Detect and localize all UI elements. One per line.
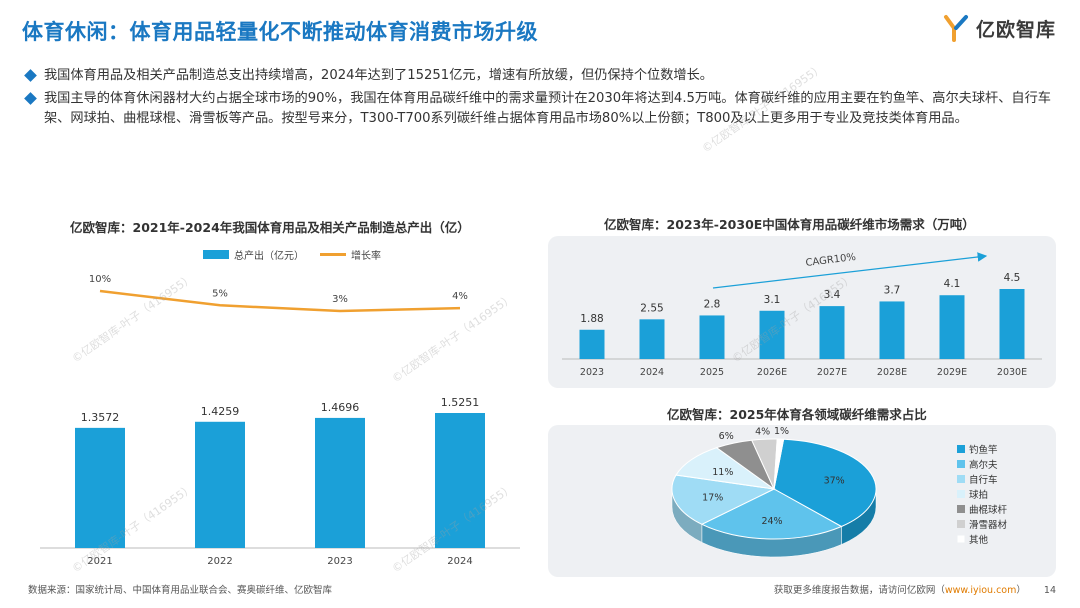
- chart3-pie-slice-其他: [773, 438, 785, 490]
- chart3-legend-swatch: [957, 460, 965, 468]
- bullet-item: 我国主导的体育休闲器材大约占据全球市场的90%，我国在体育用品碳纤维中的需求量预…: [24, 89, 1056, 129]
- chart3-legend-label: 曲棍球杆: [969, 504, 1008, 516]
- chart3-legend-label: 滑雪器材: [969, 519, 1008, 531]
- chart2-title: 亿欧智库：2023年-2030E中国体育用品碳纤维市场需求（万吨）: [604, 217, 975, 232]
- chart2-bar-label: 3.7: [884, 284, 901, 296]
- chart2-cagr-arrow: [712, 252, 988, 289]
- chart3-pie-slice-自行车: [671, 474, 776, 525]
- chart1-title: 亿欧智库：2021年-2024年我国体育用品及相关产品制造总产出（亿）: [70, 220, 470, 235]
- chart3-legend-label: 其他: [969, 534, 989, 546]
- page-title: 体育休闲：体育用品轻量化不断推动体育消费市场升级: [22, 20, 538, 44]
- chart1-legend: 总产出（亿元） 增长率: [203, 249, 381, 262]
- chart1-bar: [195, 421, 245, 548]
- chart3-slice-label: 24%: [761, 516, 782, 527]
- chart3-legend-label: 自行车: [969, 474, 998, 486]
- bullet-list: 我国体育用品及相关产品制造总支出持续增高，2024年达到了15251亿元，增速有…: [24, 66, 1056, 132]
- chart1-bar: [435, 413, 485, 548]
- chart3-legend-label: 钓鱼竿: [969, 444, 998, 456]
- yiou-logo-icon: [943, 15, 968, 42]
- chart2-x-tick: 2023: [580, 367, 604, 378]
- chart1-growth-label: 4%: [452, 291, 468, 302]
- footer-more: 获取更多维度报告数据，请访问亿欧网（www.iyiou.com） 14: [774, 582, 1056, 596]
- chart2-bar-label: 3.1: [764, 294, 781, 306]
- chart3-legend-swatch: [957, 445, 965, 453]
- chart1-bar-label: 1.5251: [441, 396, 480, 409]
- chart2-carbon-fiber-demand: 1.88 2023 2.55 2024 2.8 2025 3.1 2026E 3.4 2027E 3…: [562, 252, 1042, 378]
- chart3-legend-swatch: [957, 520, 965, 528]
- chart2-bar-label: 3.4: [824, 289, 841, 301]
- chart2-bar: [699, 315, 725, 359]
- chart1-x-tick: 2024: [447, 556, 472, 567]
- legend-label-growth: 增长率: [351, 249, 381, 262]
- chart2-x-tick: 2030E: [997, 367, 1027, 378]
- legend-label-output: 总产出（亿元）: [234, 249, 304, 262]
- chart2-bar: [639, 319, 665, 359]
- bullet-text: 我国体育用品及相关产品制造总支出持续增高，2024年达到了15251亿元，增速有…: [44, 68, 713, 83]
- chart3-legend-swatch: [957, 490, 965, 498]
- chart2-bar: [579, 329, 605, 359]
- chart1-bar-label: 1.4259: [201, 405, 240, 418]
- chart1-x-tick: 2021: [87, 556, 112, 567]
- chart2-cagr-label: CAGR10%: [805, 252, 857, 269]
- chart3-legend-swatch: [957, 475, 965, 483]
- chart2-x-tick: 2027E: [817, 367, 847, 378]
- chart1-bar-label: 1.4696: [321, 401, 360, 414]
- bullet-text: 我国主导的体育休闲器材大约占据全球市场的90%，我国在体育用品碳纤维中的需求量预…: [44, 91, 1051, 126]
- chart3-legend-label: 高尔夫: [969, 459, 998, 471]
- chart3-slice-label: 11%: [712, 467, 733, 478]
- footer-more-end: ）: [1016, 585, 1026, 596]
- chart2-bar-label: 2.8: [704, 298, 721, 310]
- chart3-slice-label: 37%: [824, 475, 845, 486]
- chart1-bar: [315, 417, 365, 548]
- chart3-pie-slice-高尔夫: [700, 488, 843, 540]
- chart3-pie-tops: [671, 438, 877, 540]
- diamond-bullet-icon: [24, 69, 37, 82]
- chart2-x-tick: 2026E: [757, 367, 787, 378]
- chart1-bar: [75, 427, 125, 548]
- chart2-panel: [548, 236, 1056, 388]
- chart1-x-tick: 2023: [327, 556, 352, 567]
- chart2-x-tick: 2025: [700, 367, 724, 378]
- chart3-slice-label: 4%: [755, 426, 770, 437]
- chart3-legend-label: 球拍: [969, 489, 988, 501]
- diamond-bullet-icon: [24, 92, 37, 105]
- chart2-x-tick: 2028E: [877, 367, 907, 378]
- chart3-title: 亿欧智库：2025年体育各领域碳纤维需求占比: [667, 407, 927, 422]
- chart3-slice-label: 1%: [774, 426, 789, 437]
- chart2-x-tick: 2029E: [937, 367, 967, 378]
- logo: 亿欧智库: [942, 14, 1056, 42]
- chart3-slice-label: 17%: [702, 493, 723, 504]
- chart1-growth-label: 3%: [332, 294, 348, 305]
- footer-link[interactable]: www.iyiou.com: [944, 585, 1017, 596]
- footer-more-text: 获取更多维度报告数据，请访问亿欧网（: [773, 585, 945, 596]
- chart3-legend-swatch: [957, 505, 965, 513]
- chart2-bar: [999, 289, 1025, 359]
- chart2-bar: [819, 306, 845, 359]
- chart1-output-growth: 总产出（亿元） 增长率 1.3572 2021 1.4259 2022 1.4696 2023…: [40, 249, 520, 567]
- chart3-slice-label: 6%: [719, 431, 734, 442]
- data-source: 数据来源：国家统计局、中国体育用品业联合会、赛奥碳纤维、亿欧智库: [28, 585, 333, 596]
- chart1-growth-line: [99, 289, 461, 313]
- logo-text: 亿欧智库: [975, 18, 1056, 41]
- chart1-x-tick: 2022: [207, 556, 232, 567]
- chart1-growth-label: 10%: [89, 274, 111, 285]
- chart2-bar-label: 2.55: [640, 302, 663, 314]
- chart2-bar-label: 4.5: [1004, 272, 1021, 284]
- chart3-pie-slice-钓鱼竿: [773, 438, 877, 528]
- chart2-bar: [879, 301, 905, 359]
- chart2-bar: [759, 310, 785, 359]
- chart1-bar-label: 1.3572: [81, 411, 120, 424]
- chart3-pie-slice-球拍: [675, 447, 775, 490]
- chart1-growth-label: 5%: [212, 288, 228, 299]
- chart2-bar: [939, 295, 965, 359]
- chart2-bar-label: 4.1: [944, 278, 961, 290]
- bullet-item: 我国体育用品及相关产品制造总支出持续增高，2024年达到了15251亿元，增速有…: [24, 66, 1056, 86]
- chart2-bar-label: 1.88: [580, 313, 603, 325]
- legend-swatch-output: [203, 250, 229, 259]
- page-number: 14: [1043, 585, 1056, 596]
- chart2-x-tick: 2024: [640, 367, 664, 378]
- chart3-legend-swatch: [956, 534, 966, 544]
